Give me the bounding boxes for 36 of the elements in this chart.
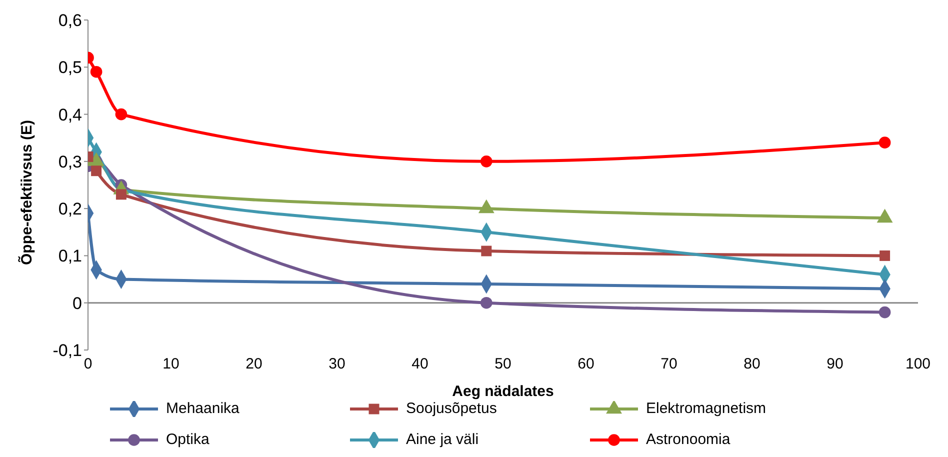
point	[91, 166, 102, 176]
legend-label: Elektromagnetism	[646, 400, 766, 417]
x-tick-label: 30	[328, 356, 346, 373]
y-axis-title: Õppe-efektiivsus (E)	[17, 120, 36, 265]
x-tick-label: 40	[412, 356, 428, 373]
point	[115, 108, 128, 120]
y-tick-label: 0,2	[58, 200, 82, 219]
y-tick-label: 0,5	[58, 58, 82, 78]
point	[878, 136, 891, 148]
point	[90, 66, 102, 78]
point	[480, 296, 492, 309]
y-tick-label: 0,1	[58, 246, 82, 266]
legend-label: Astronoomia	[646, 431, 730, 448]
x-tick-label: 60	[578, 356, 594, 373]
x-tick-label: 10	[162, 356, 180, 373]
x-tick-label: 50	[494, 356, 512, 373]
point	[116, 189, 126, 200]
y-tick-label: 0,4	[58, 105, 82, 124]
point	[480, 156, 492, 168]
x-tick-label: 100	[905, 356, 931, 373]
y-tick-label: -0,1	[52, 341, 82, 360]
x-tick-label: 80	[744, 356, 760, 373]
point	[880, 250, 890, 261]
x-tick-label: 20	[246, 356, 262, 373]
legend-label: Optika	[166, 431, 210, 448]
y-tick-label: 0	[72, 294, 82, 313]
x-tick-label: 90	[826, 356, 844, 373]
x-tick-label: 70	[660, 356, 678, 373]
legend-label: Soojusõpetus	[406, 400, 497, 417]
x-axis-title: Aeg nädalates	[452, 383, 554, 400]
legend-label: Aine ja väli	[406, 431, 479, 448]
legend-label: Mehaanika	[166, 400, 240, 417]
point	[878, 306, 891, 318]
y-tick-label: 0,3	[58, 152, 82, 172]
y-tick-label: 0,6	[58, 11, 82, 30]
point	[481, 246, 492, 256]
